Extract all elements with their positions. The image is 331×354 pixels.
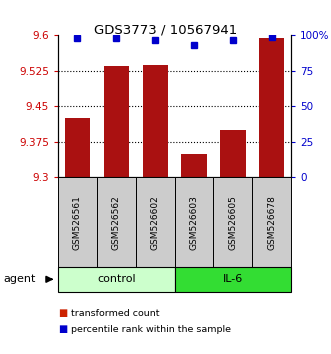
Bar (97, 177, 136, 267)
Text: GSM526602: GSM526602 (151, 195, 160, 250)
Bar (174, 177, 213, 267)
Text: GSM526605: GSM526605 (228, 195, 237, 250)
Bar (259, 38, 284, 177)
Text: percentile rank within the sample: percentile rank within the sample (71, 325, 231, 334)
Bar (174, 267, 291, 292)
Bar (181, 154, 207, 177)
Bar (143, 65, 168, 177)
Text: ■: ■ (58, 324, 67, 334)
Text: GSM526678: GSM526678 (267, 195, 276, 250)
Bar (136, 177, 174, 267)
Text: GSM526603: GSM526603 (190, 195, 199, 250)
Text: agent: agent (3, 274, 36, 284)
Text: GDS3773 / 10567941: GDS3773 / 10567941 (94, 23, 237, 36)
Text: ■: ■ (58, 308, 67, 318)
Bar (252, 177, 291, 267)
Text: control: control (97, 274, 136, 284)
Bar (58, 177, 97, 267)
Text: GSM526561: GSM526561 (73, 195, 82, 250)
Bar (58, 267, 174, 292)
Bar (104, 66, 129, 177)
Bar (220, 130, 246, 177)
Text: GSM526562: GSM526562 (112, 195, 121, 250)
Bar (65, 118, 90, 177)
Text: IL-6: IL-6 (223, 274, 243, 284)
Bar (213, 177, 252, 267)
Text: transformed count: transformed count (71, 309, 160, 318)
